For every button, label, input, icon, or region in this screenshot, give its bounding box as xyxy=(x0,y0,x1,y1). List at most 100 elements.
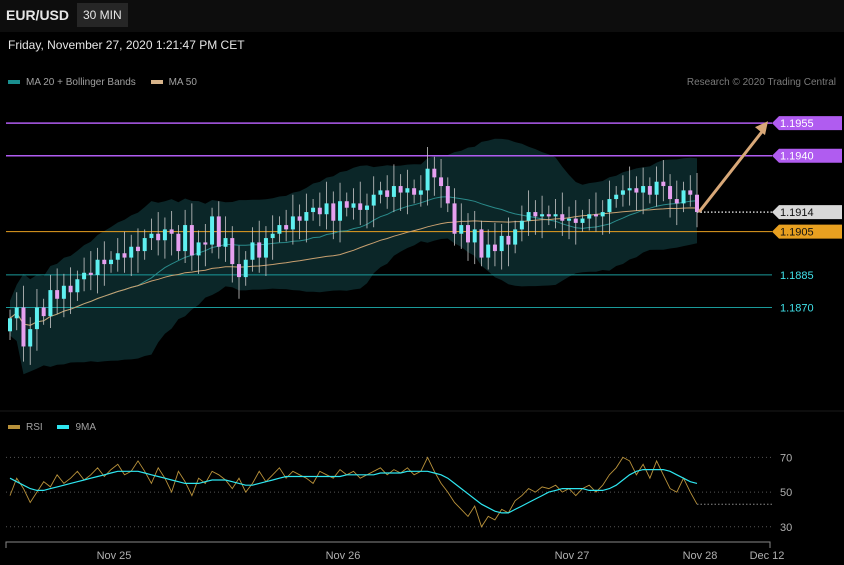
candle-body xyxy=(216,216,221,247)
candle-body xyxy=(391,186,396,197)
candle-body xyxy=(210,216,215,245)
candle-body xyxy=(425,168,430,191)
candle-body xyxy=(122,253,127,258)
time-axis-line xyxy=(5,541,771,548)
level-label-1-1870: 1.1870 xyxy=(780,302,814,314)
candle-body xyxy=(162,229,167,241)
candle-body xyxy=(466,225,470,243)
rsi-swatch xyxy=(8,425,20,430)
candle-body xyxy=(439,177,444,187)
rsi-legend: RSI 9MA xyxy=(8,422,96,433)
level-tag-1-1905 xyxy=(772,224,842,239)
candle-body xyxy=(129,246,134,258)
level-label-1-1914: 1.1914 xyxy=(780,207,814,219)
candle-body xyxy=(445,186,450,204)
candle-body xyxy=(324,203,329,215)
candle-body xyxy=(472,229,477,243)
candle-body xyxy=(567,218,572,221)
candle-body xyxy=(304,212,309,221)
candle-body xyxy=(398,186,403,193)
candle-body xyxy=(223,238,228,247)
candle-body xyxy=(546,214,551,217)
candle-body xyxy=(88,272,93,275)
candle-body xyxy=(634,188,639,193)
candle-body xyxy=(479,229,484,258)
x-tick-dec-12: Dec 12 xyxy=(750,550,785,562)
credit-label: Research © 2020 Trading Central xyxy=(686,77,836,88)
legend-label-ma50: MA 50 xyxy=(168,77,197,88)
candle-body xyxy=(257,242,262,258)
candle-body xyxy=(560,214,565,221)
candle-body xyxy=(311,207,316,213)
legend-label-ma20: MA 20 + Bollinger Bands xyxy=(26,77,136,88)
candle-body xyxy=(587,214,592,219)
level-tag-1-1955 xyxy=(772,116,842,131)
candle-body xyxy=(156,233,161,241)
candle-body xyxy=(688,190,693,195)
candle-body xyxy=(183,225,188,252)
ma20-swatch xyxy=(8,80,20,85)
candle-body xyxy=(237,264,241,278)
candle-body xyxy=(61,285,66,299)
candle-body xyxy=(196,242,201,256)
forecast-arrowhead xyxy=(755,121,768,136)
rsi-tick-30: 30 xyxy=(780,522,792,534)
candle-body xyxy=(34,307,39,330)
candle-body xyxy=(189,225,194,256)
candle-body xyxy=(614,194,619,200)
candle-body xyxy=(674,199,679,204)
candle-body xyxy=(654,181,659,195)
candle-body xyxy=(95,259,100,275)
level-tag-1-1914 xyxy=(772,205,842,220)
timeframe-button[interactable]: 30 MIN xyxy=(77,3,128,27)
candle-body xyxy=(142,238,147,252)
candle-body xyxy=(109,259,114,265)
legend-label-9ma: 9MA xyxy=(75,422,97,433)
candle-body xyxy=(385,190,390,197)
candle-body xyxy=(284,225,289,230)
candle-body xyxy=(338,201,343,221)
candle-body xyxy=(203,242,208,245)
candle-body xyxy=(250,242,255,260)
ma9-swatch xyxy=(57,425,70,430)
x-tick-nov-25: Nov 25 xyxy=(97,550,132,562)
rsi-tick-70: 70 xyxy=(780,452,792,464)
candle-body xyxy=(277,225,282,234)
candle-body xyxy=(82,272,87,280)
candle-body xyxy=(41,307,46,317)
candle-body xyxy=(358,203,363,210)
candle-body xyxy=(331,203,336,221)
candle-body xyxy=(243,259,248,278)
chart-header: EUR/USD 30 MIN xyxy=(0,0,844,32)
candle-body xyxy=(364,205,369,210)
candle-body xyxy=(102,259,107,265)
level-label-1-1940: 1.1940 xyxy=(780,151,814,163)
candle-body xyxy=(499,235,504,252)
candle-body xyxy=(378,190,383,195)
candle-body xyxy=(681,190,686,204)
candle-body xyxy=(412,188,417,195)
rsi-series-9ma xyxy=(9,469,698,514)
candle-body xyxy=(290,216,295,230)
rsi-tick-50: 50 xyxy=(780,487,792,499)
candle-body xyxy=(14,307,19,319)
candle-body xyxy=(28,329,33,347)
legend-item-ma20: MA 20 + Bollinger Bands xyxy=(8,77,136,88)
candle-body xyxy=(513,229,518,245)
candles-group xyxy=(8,147,699,365)
level-label-1-1885: 1.1885 xyxy=(780,270,814,282)
level-label-1-1905: 1.1905 xyxy=(780,227,814,239)
candle-body xyxy=(115,253,120,260)
candle-body xyxy=(48,290,53,317)
candle-body xyxy=(573,218,578,223)
candle-body xyxy=(149,233,154,239)
candle-body xyxy=(533,212,538,217)
level-label-1-1955: 1.1955 xyxy=(780,118,814,130)
candle-body xyxy=(600,212,605,217)
x-tick-nov-27: Nov 27 xyxy=(555,550,590,562)
x-tick-nov-28: Nov 28 xyxy=(683,550,718,562)
candle-body xyxy=(418,190,423,195)
candle-body xyxy=(486,244,491,258)
candle-body xyxy=(661,181,666,187)
